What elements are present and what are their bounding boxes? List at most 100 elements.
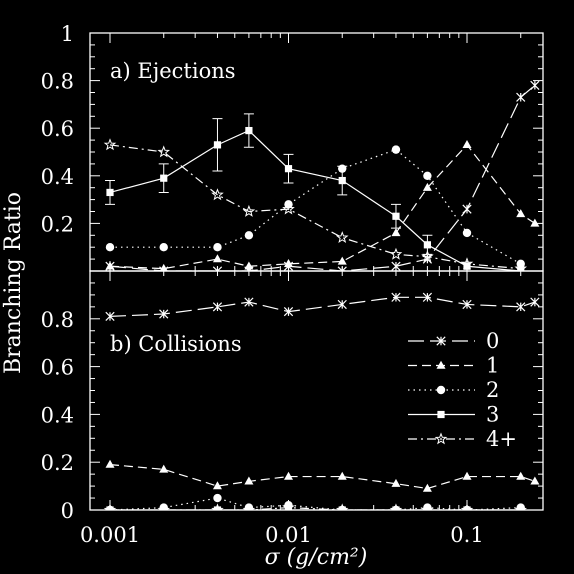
data-point <box>160 506 168 510</box>
data-point <box>391 145 401 154</box>
data-point <box>211 188 224 201</box>
y-tick-label: 0.2 <box>41 212 74 236</box>
panel-collisions: 00.20.40.60.80.001 0.01 0.1b) Collisions 01… <box>41 270 544 547</box>
panel-label: b) Collisions <box>110 332 242 356</box>
data-point <box>421 250 434 263</box>
data-point <box>463 506 471 510</box>
data-point <box>284 165 293 173</box>
data-point <box>391 228 401 237</box>
data-point <box>391 292 401 302</box>
series-line <box>109 144 521 270</box>
data-point <box>517 506 525 510</box>
data-point <box>244 297 254 307</box>
data-point <box>338 176 346 185</box>
data-point <box>514 503 528 510</box>
data-point <box>462 299 472 310</box>
data-point <box>244 231 254 240</box>
data-point <box>213 141 222 149</box>
data-point <box>337 299 347 310</box>
y-tick-label: 1 <box>61 22 74 46</box>
data-point <box>211 503 224 510</box>
data-point <box>335 503 349 510</box>
data-point <box>212 481 222 490</box>
legend-label: 1 <box>486 354 499 378</box>
data-point <box>284 471 293 480</box>
data-point <box>516 92 526 102</box>
data-point <box>337 266 347 271</box>
data-point <box>517 267 525 271</box>
data-point <box>392 212 400 220</box>
data-point <box>530 80 540 90</box>
data-point <box>245 506 253 510</box>
data-point <box>242 503 256 510</box>
data-point <box>103 138 117 151</box>
legend-marker <box>436 360 446 369</box>
data-point <box>462 204 472 214</box>
data-point <box>244 476 254 485</box>
legend-label: 0 <box>486 329 499 353</box>
data-point <box>245 126 253 135</box>
legend-marker <box>437 410 445 419</box>
legend-label: 2 <box>486 378 499 402</box>
data-point <box>391 478 401 487</box>
data-point <box>105 261 115 270</box>
series-2 <box>105 145 525 269</box>
data-point <box>105 311 115 322</box>
legend-marker <box>436 385 446 395</box>
data-point <box>462 228 472 238</box>
x-tick-label: 0.1 <box>450 523 483 547</box>
data-point <box>530 218 540 227</box>
data-point <box>284 259 293 268</box>
data-point <box>389 247 403 260</box>
data-point <box>338 506 346 510</box>
data-point <box>106 188 114 197</box>
data-point <box>392 506 400 510</box>
data-point <box>422 483 432 492</box>
data-point <box>160 174 168 182</box>
legend-label: 4+ <box>486 427 517 451</box>
data-point <box>423 171 432 180</box>
data-point <box>462 140 472 149</box>
series-4+ <box>103 500 528 510</box>
data-point <box>516 302 526 312</box>
data-point <box>516 471 526 480</box>
y-tick-label: 0 <box>61 499 74 523</box>
data-point <box>460 257 474 270</box>
data-point <box>462 471 472 480</box>
data-point <box>283 307 294 317</box>
data-point <box>212 254 222 263</box>
series-3 <box>105 113 525 271</box>
data-point <box>213 243 222 252</box>
data-point <box>282 202 295 215</box>
series-line <box>109 143 536 270</box>
data-point <box>530 476 540 485</box>
y-tick-label: 0.6 <box>41 356 74 380</box>
data-point <box>389 503 403 510</box>
data-point <box>423 241 431 249</box>
data-point <box>516 209 526 218</box>
y-tick-label: 0.2 <box>41 451 74 475</box>
data-point <box>242 204 256 217</box>
data-point <box>105 243 115 252</box>
data-point <box>213 493 222 503</box>
data-point <box>422 292 433 302</box>
series-4+ <box>103 138 528 271</box>
data-point <box>103 503 117 510</box>
x-tick-label: 0.001 <box>80 523 140 547</box>
data-point <box>159 263 168 271</box>
y-tick-label: 0.8 <box>41 308 74 332</box>
y-tick-label: 0.4 <box>41 403 74 427</box>
y-tick-label: 0.8 <box>41 70 74 94</box>
series-0 <box>105 292 540 322</box>
data-point <box>422 182 432 191</box>
x-tick-label: 0.01 <box>265 523 312 547</box>
data-point <box>391 261 401 271</box>
data-point <box>423 506 431 510</box>
data-point <box>244 261 254 270</box>
data-point <box>282 500 295 510</box>
legend-label: 3 <box>486 403 499 427</box>
y-tick-label: 0.4 <box>41 165 74 189</box>
